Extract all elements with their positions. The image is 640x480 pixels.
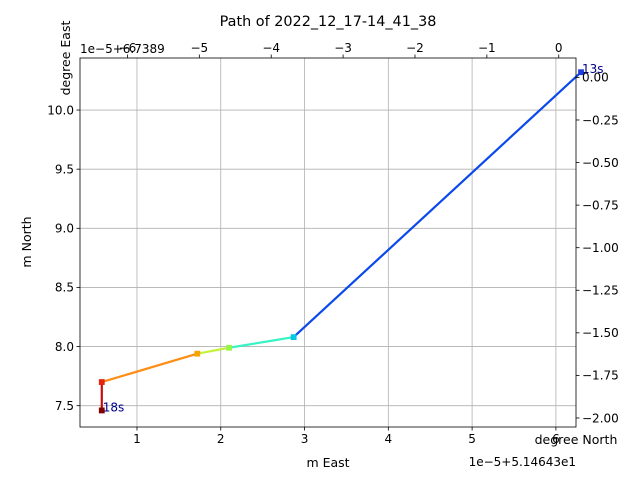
right-y-tick-label: −1.75 — [582, 369, 619, 383]
right-y-tick-label: −1.00 — [582, 241, 619, 255]
right-y-axis: 0.00 −0.25 −0.50 −0.75 −1.00 −1.25 −1.50 −1.75 −… — [576, 71, 619, 425]
left-y-axis: 7.5 8.0 8.5 9.0 9.5 10.0 — [47, 103, 80, 413]
top-x-tick-label: −4 — [262, 41, 280, 55]
time-annotation: 13s — [582, 62, 604, 76]
grid — [80, 58, 576, 427]
y-tick-label: 7.5 — [55, 399, 74, 413]
top-x-tick-label: −3 — [334, 41, 352, 55]
y-tick-label: 9.5 — [55, 162, 74, 176]
path-point — [578, 69, 584, 76]
path-point — [98, 407, 105, 414]
right-y-tick-label: 0.00 — [582, 71, 609, 85]
top-x-tick-label: −2 — [406, 41, 424, 55]
chart-title: Path of 2022_12_17-14_41_38 — [220, 14, 437, 30]
plot-frame — [79, 57, 577, 428]
bottom-x-axis: 1 2 3 4 5 6 — [133, 427, 560, 446]
right-y-axis-label: degree North — [535, 432, 618, 447]
right-y-tick-label: −1.25 — [582, 284, 619, 298]
top-x-tick-label: −5 — [190, 41, 208, 55]
y-axis-label: m North — [19, 216, 34, 267]
top-x-axis: −6 −5 −4 −3 −2 −1 0 — [119, 41, 563, 58]
time-annotations: 13s 18s — [103, 62, 604, 414]
y-tick-label: 8.0 — [55, 340, 74, 354]
x-tick-label: 6 — [552, 432, 560, 446]
path-markers — [98, 69, 584, 414]
right-y-tick-label: −1.50 — [582, 326, 619, 340]
path-series — [100, 71, 583, 412]
x-tick-label: 4 — [385, 432, 393, 446]
x-tick-label: 3 — [301, 432, 309, 446]
top-x-tick-label: −6 — [119, 41, 137, 55]
x-axis-offset-label: 1e−5+5.14643e1 — [469, 455, 576, 469]
right-y-tick-label: −0.50 — [582, 156, 619, 170]
path-segment — [196, 346, 231, 355]
path-segment — [100, 352, 199, 384]
path-segment — [228, 336, 295, 349]
path-point — [290, 334, 297, 341]
right-y-tick-label: −0.25 — [582, 113, 619, 127]
y-tick-label: 8.5 — [55, 281, 74, 295]
path-segment — [292, 71, 583, 339]
top-x-axis-offset-label: 1e−5+6.7389 — [80, 42, 165, 56]
path-point — [194, 350, 201, 357]
path-point — [226, 344, 233, 351]
x-tick-label: 2 — [217, 432, 225, 446]
right-y-tick-label: −0.75 — [582, 198, 619, 212]
y-tick-label: 9.0 — [55, 222, 74, 236]
y-tick-label: 10.0 — [47, 103, 74, 117]
top-x-tick-label: −1 — [478, 41, 496, 55]
x-tick-label: 5 — [468, 432, 476, 446]
path-point — [98, 379, 105, 385]
x-axis-label: m East — [306, 455, 349, 470]
top-x-tick-label: 0 — [555, 41, 563, 55]
right-y-tick-label: −2.00 — [582, 411, 619, 425]
time-annotation: 18s — [103, 400, 125, 414]
top-x-axis-label: degree East — [58, 21, 73, 96]
x-tick-label: 1 — [133, 432, 141, 446]
